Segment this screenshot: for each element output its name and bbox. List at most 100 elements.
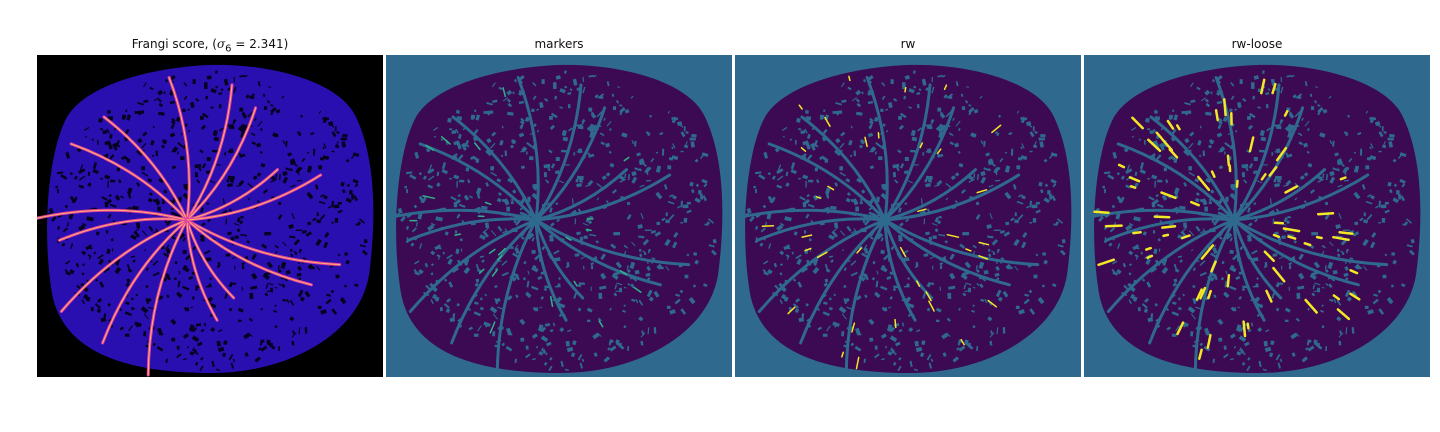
texture-speckle (448, 281, 454, 288)
texture-speckle (1032, 144, 1038, 149)
texture-speckle (833, 293, 837, 297)
texture-speckle (48, 207, 54, 214)
texture-speckle (449, 128, 453, 131)
texture-speckle (1208, 198, 1212, 202)
texture-speckle (1216, 100, 1223, 105)
texture-speckle (890, 246, 895, 251)
texture-speckle (1332, 167, 1339, 172)
texture-speckle (1149, 266, 1157, 274)
texture-speckle (1128, 250, 1134, 256)
texture-speckle (923, 218, 926, 225)
texture-speckle (801, 313, 805, 318)
texture-speckle (486, 137, 492, 144)
vessel-path (534, 218, 691, 267)
texture-speckle (241, 112, 245, 117)
texture-speckle (475, 263, 480, 270)
texture-speckle (875, 141, 882, 148)
vessel-path (1106, 218, 1236, 313)
texture-speckle (85, 245, 91, 251)
texture-speckle (903, 95, 906, 100)
panel-title-rw: rw (900, 37, 916, 51)
texture-speckle (318, 165, 323, 170)
texture-speckle (227, 175, 235, 180)
texture-speckle (850, 154, 853, 157)
texture-speckle (1274, 150, 1279, 153)
texture-speckle (688, 297, 696, 305)
texture-speckle (510, 144, 514, 149)
texture-speckle (1140, 251, 1143, 255)
texture-speckle (464, 139, 469, 147)
texture-speckle (868, 123, 873, 130)
texture-speckle (937, 74, 943, 78)
texture-speckle (558, 277, 561, 280)
texture-speckle (573, 292, 578, 299)
texture-speckle (1288, 265, 1292, 270)
texture-speckle (204, 249, 211, 255)
texture-speckle (902, 82, 906, 89)
texture-speckle (477, 325, 482, 332)
texture-speckle (616, 282, 623, 286)
texture-speckle (1194, 197, 1200, 203)
vessel-path (516, 76, 540, 222)
texture-speckle (331, 150, 335, 153)
vessel-path (534, 173, 672, 222)
texture-speckle (87, 182, 92, 188)
texture-speckle (638, 248, 642, 252)
texture-speckle (64, 268, 70, 275)
texture-speckle (835, 137, 841, 144)
texture-speckle (563, 164, 570, 166)
texture-speckle (504, 150, 507, 157)
texture-speckle (816, 179, 820, 184)
texture-speckle (880, 285, 888, 291)
texture-speckle (108, 133, 113, 139)
texture-speckle (1005, 263, 1012, 270)
texture-speckle (1396, 190, 1400, 195)
accent-segment (1145, 246, 1152, 251)
texture-speckle (1304, 81, 1308, 87)
texture-speckle (978, 261, 985, 270)
texture-speckle (691, 189, 695, 194)
texture-speckle (812, 194, 819, 201)
texture-speckle (305, 231, 313, 237)
texture-speckle (1346, 296, 1352, 302)
texture-speckle (863, 247, 869, 254)
texture-speckle (1239, 246, 1244, 251)
texture-speckle (1354, 263, 1361, 270)
frangi-holes (44, 70, 368, 372)
texture-speckle (463, 266, 471, 275)
texture-speckle (259, 128, 263, 131)
texture-speckle (55, 185, 59, 189)
texture-speckle (1384, 209, 1390, 214)
texture-speckle (1173, 187, 1180, 195)
texture-speckle (1325, 346, 1328, 352)
texture-speckle (1251, 249, 1258, 255)
texture-speckle (555, 202, 559, 205)
texture-speckle (1197, 139, 1202, 146)
texture-speckle (165, 358, 169, 363)
texture-speckle (805, 303, 809, 307)
texture-speckle (996, 248, 1000, 253)
texture-speckle (1043, 259, 1048, 265)
texture-speckle (1232, 307, 1237, 312)
texture-speckle (1188, 230, 1195, 237)
texture-speckle (182, 266, 190, 273)
texture-speckle (846, 306, 853, 310)
texture-speckle (560, 360, 564, 368)
texture-speckle (204, 82, 208, 89)
texture-speckle (215, 368, 221, 372)
texture-speckle (467, 179, 471, 184)
texture-speckle (1317, 178, 1324, 183)
texture-speckle (306, 191, 314, 200)
accent-segment (856, 247, 863, 254)
accent-segment (1160, 191, 1177, 200)
accent-segment (1207, 289, 1212, 300)
texture-speckle (1367, 194, 1372, 198)
texture-speckle (1173, 114, 1178, 121)
texture-speckle (340, 181, 345, 187)
texture-speckle (1284, 126, 1290, 132)
texture-speckle (975, 264, 978, 270)
texture-speckle (299, 296, 305, 302)
texture-speckle (317, 305, 322, 310)
texture-speckle (869, 150, 873, 153)
texture-speckle (695, 183, 700, 188)
